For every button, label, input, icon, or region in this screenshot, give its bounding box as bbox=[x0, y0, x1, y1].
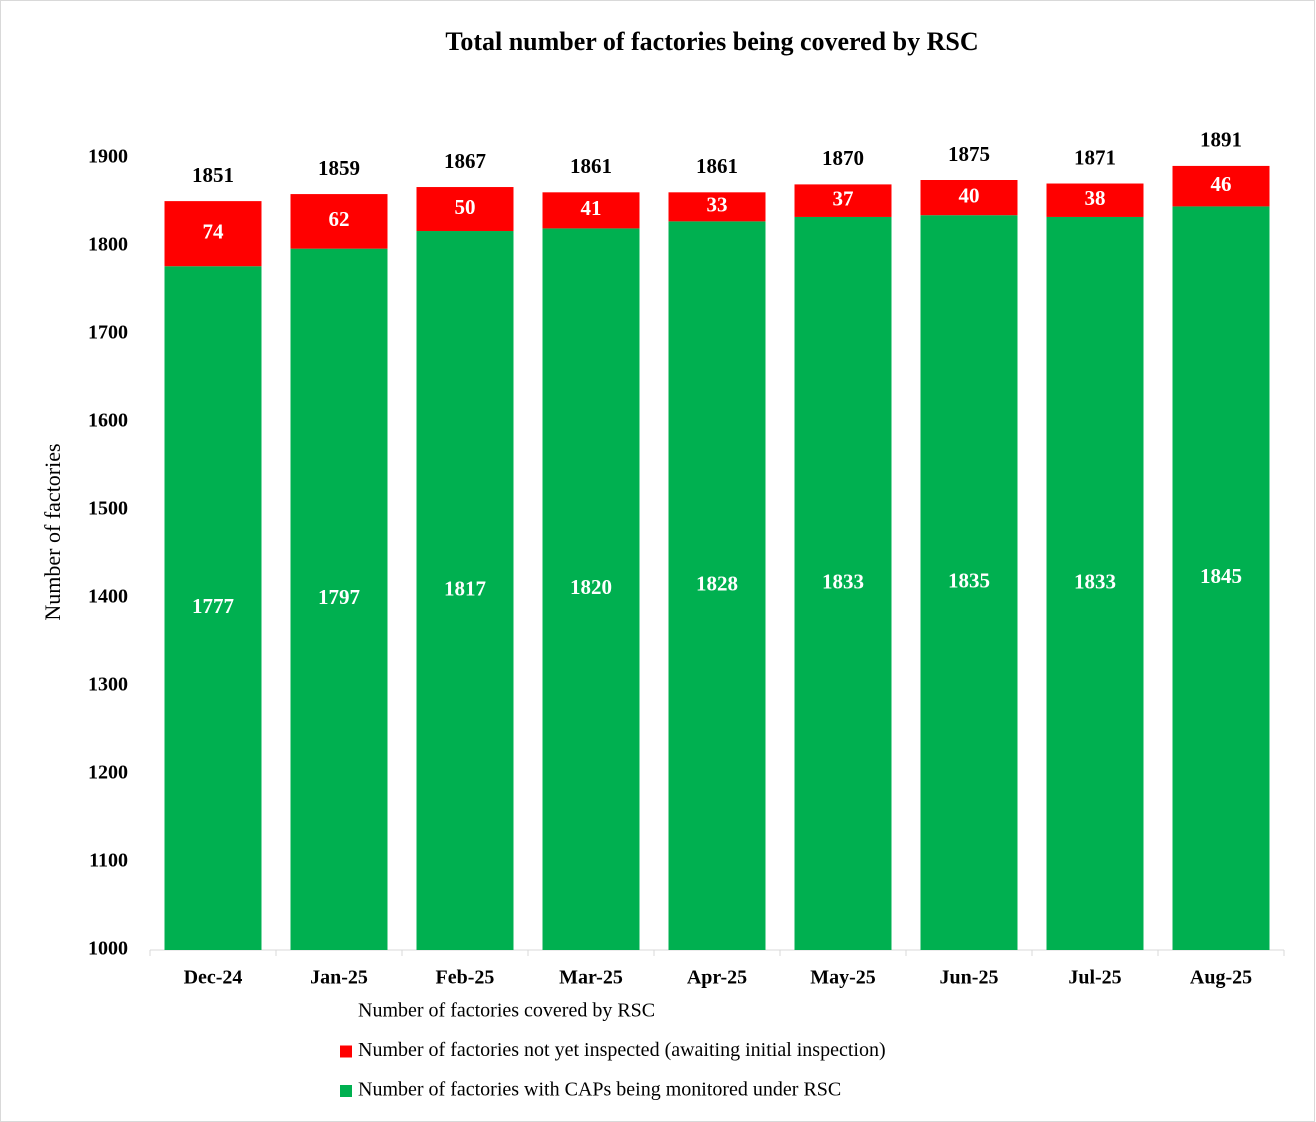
value-label: 1820 bbox=[570, 575, 612, 599]
total-label: 1861 bbox=[696, 154, 738, 178]
total-label: 1871 bbox=[1074, 145, 1116, 169]
bar-segment bbox=[794, 216, 892, 950]
x-tick-label: Mar-25 bbox=[559, 967, 623, 989]
bar-segment bbox=[164, 266, 262, 950]
value-label: 1777 bbox=[192, 594, 234, 618]
value-label: 74 bbox=[203, 219, 225, 243]
y-axis-label: Number of factories bbox=[40, 443, 65, 620]
bar-segment bbox=[668, 192, 766, 222]
legend-label: Number of factories covered by RSC bbox=[358, 1000, 655, 1022]
total-label: 1870 bbox=[822, 146, 864, 170]
x-tick-label: Feb-25 bbox=[436, 967, 495, 989]
x-tick-label: Dec-24 bbox=[184, 967, 243, 989]
value-label: 1835 bbox=[948, 568, 990, 592]
x-tick-label: Jan-25 bbox=[310, 967, 368, 989]
y-tick-label: 1900 bbox=[88, 146, 128, 168]
y-tick-label: 1600 bbox=[88, 410, 128, 432]
total-label: 1851 bbox=[192, 163, 234, 187]
value-label: 1833 bbox=[822, 569, 864, 593]
value-label: 41 bbox=[581, 196, 602, 220]
bar-segment bbox=[794, 184, 892, 217]
value-label: 1797 bbox=[318, 585, 360, 609]
total-label: 1891 bbox=[1200, 128, 1242, 152]
bar-segment bbox=[1172, 165, 1270, 207]
bar-segment bbox=[542, 228, 640, 950]
bar-segment bbox=[920, 215, 1018, 950]
bar-segment bbox=[416, 231, 514, 951]
legend-label: Number of factories with CAPs being moni… bbox=[358, 1079, 841, 1101]
y-tick-label: 1100 bbox=[89, 850, 128, 872]
y-tick-label: 1700 bbox=[88, 322, 128, 344]
value-label: 33 bbox=[707, 193, 728, 217]
y-tick-label: 1800 bbox=[88, 234, 128, 256]
value-label: 40 bbox=[959, 183, 980, 207]
x-tick-label: Aug-25 bbox=[1190, 967, 1252, 989]
y-tick-label: 1500 bbox=[88, 498, 128, 520]
total-label: 1861 bbox=[570, 154, 612, 178]
value-label: 62 bbox=[329, 207, 350, 231]
x-tick-label: Apr-25 bbox=[687, 967, 747, 989]
bar-segment bbox=[164, 201, 262, 267]
y-tick-label: 1200 bbox=[88, 762, 128, 784]
x-tick-label: Jul-25 bbox=[1068, 967, 1121, 989]
bar-segment bbox=[542, 192, 640, 229]
total-label: 1875 bbox=[948, 142, 990, 166]
bar-segment bbox=[416, 187, 514, 232]
chart-title: Total number of factories being covered … bbox=[445, 27, 978, 56]
value-label: 37 bbox=[833, 186, 854, 210]
bar-segment bbox=[290, 194, 388, 249]
total-label: 1867 bbox=[444, 149, 486, 173]
y-tick-label: 1300 bbox=[88, 674, 128, 696]
legend-swatch bbox=[340, 1045, 352, 1058]
value-label: 1828 bbox=[696, 571, 738, 595]
y-tick-label: 1400 bbox=[88, 586, 128, 608]
x-tick-label: Jun-25 bbox=[940, 967, 999, 989]
value-label: 46 bbox=[1211, 172, 1232, 196]
value-label: 38 bbox=[1085, 186, 1106, 210]
bar-segment bbox=[1172, 206, 1270, 950]
bar-segment bbox=[668, 221, 766, 951]
value-label: 50 bbox=[455, 195, 476, 219]
value-label: 1817 bbox=[444, 576, 486, 600]
bar-segment bbox=[1046, 183, 1144, 217]
legend-swatch bbox=[340, 1085, 352, 1097]
bar-segment bbox=[290, 248, 388, 950]
x-tick-label: May-25 bbox=[810, 967, 876, 989]
legend-label: Number of factories not yet inspected (a… bbox=[358, 1039, 886, 1061]
value-label: 1833 bbox=[1074, 569, 1116, 593]
bar-segment bbox=[1046, 216, 1144, 950]
total-label: 1859 bbox=[318, 156, 360, 180]
value-label: 1845 bbox=[1200, 564, 1242, 588]
bar-segment bbox=[920, 180, 1018, 216]
y-tick-label: 1000 bbox=[88, 938, 128, 960]
